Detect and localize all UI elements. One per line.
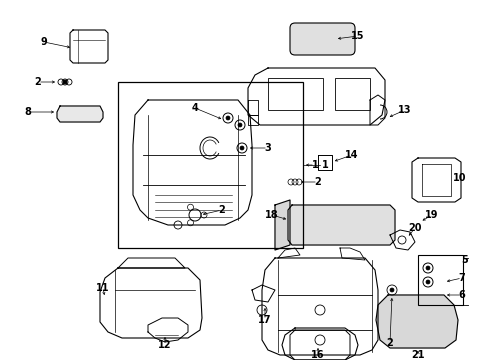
Circle shape: [389, 288, 393, 292]
Bar: [334, 78, 369, 110]
Circle shape: [238, 123, 242, 127]
Text: 4: 4: [191, 103, 198, 113]
Text: 11: 11: [96, 283, 109, 293]
Circle shape: [240, 146, 244, 150]
Text: 16: 16: [311, 350, 324, 360]
Text: 19: 19: [425, 210, 438, 220]
Polygon shape: [375, 295, 457, 348]
Text: 9: 9: [41, 37, 47, 47]
Text: 17: 17: [258, 315, 271, 325]
Bar: [118, 82, 303, 248]
Text: 13: 13: [397, 105, 411, 115]
Text: 7: 7: [458, 273, 465, 283]
Text: 1: 1: [321, 160, 328, 170]
Text: 20: 20: [407, 223, 421, 233]
Text: 1: 1: [311, 160, 318, 170]
Text: 6: 6: [458, 290, 465, 300]
Bar: [417, 255, 462, 305]
Text: 8: 8: [24, 107, 31, 117]
Text: 5: 5: [461, 255, 468, 265]
Text: 21: 21: [410, 350, 424, 360]
Text: 2: 2: [218, 205, 225, 215]
Text: 14: 14: [345, 150, 358, 160]
FancyBboxPatch shape: [289, 23, 354, 55]
Text: 2: 2: [386, 338, 392, 348]
Text: 15: 15: [350, 31, 364, 41]
Circle shape: [225, 116, 229, 120]
Text: 18: 18: [264, 210, 278, 220]
Circle shape: [425, 266, 429, 270]
Polygon shape: [287, 205, 394, 245]
Circle shape: [425, 280, 429, 284]
Bar: [267, 78, 323, 110]
Circle shape: [63, 80, 67, 84]
Text: 3: 3: [264, 143, 271, 153]
Polygon shape: [274, 200, 289, 250]
Text: 2: 2: [35, 77, 41, 87]
Text: 2: 2: [314, 177, 321, 187]
Text: 10: 10: [452, 173, 466, 183]
Polygon shape: [57, 106, 103, 122]
Text: 12: 12: [158, 340, 171, 350]
